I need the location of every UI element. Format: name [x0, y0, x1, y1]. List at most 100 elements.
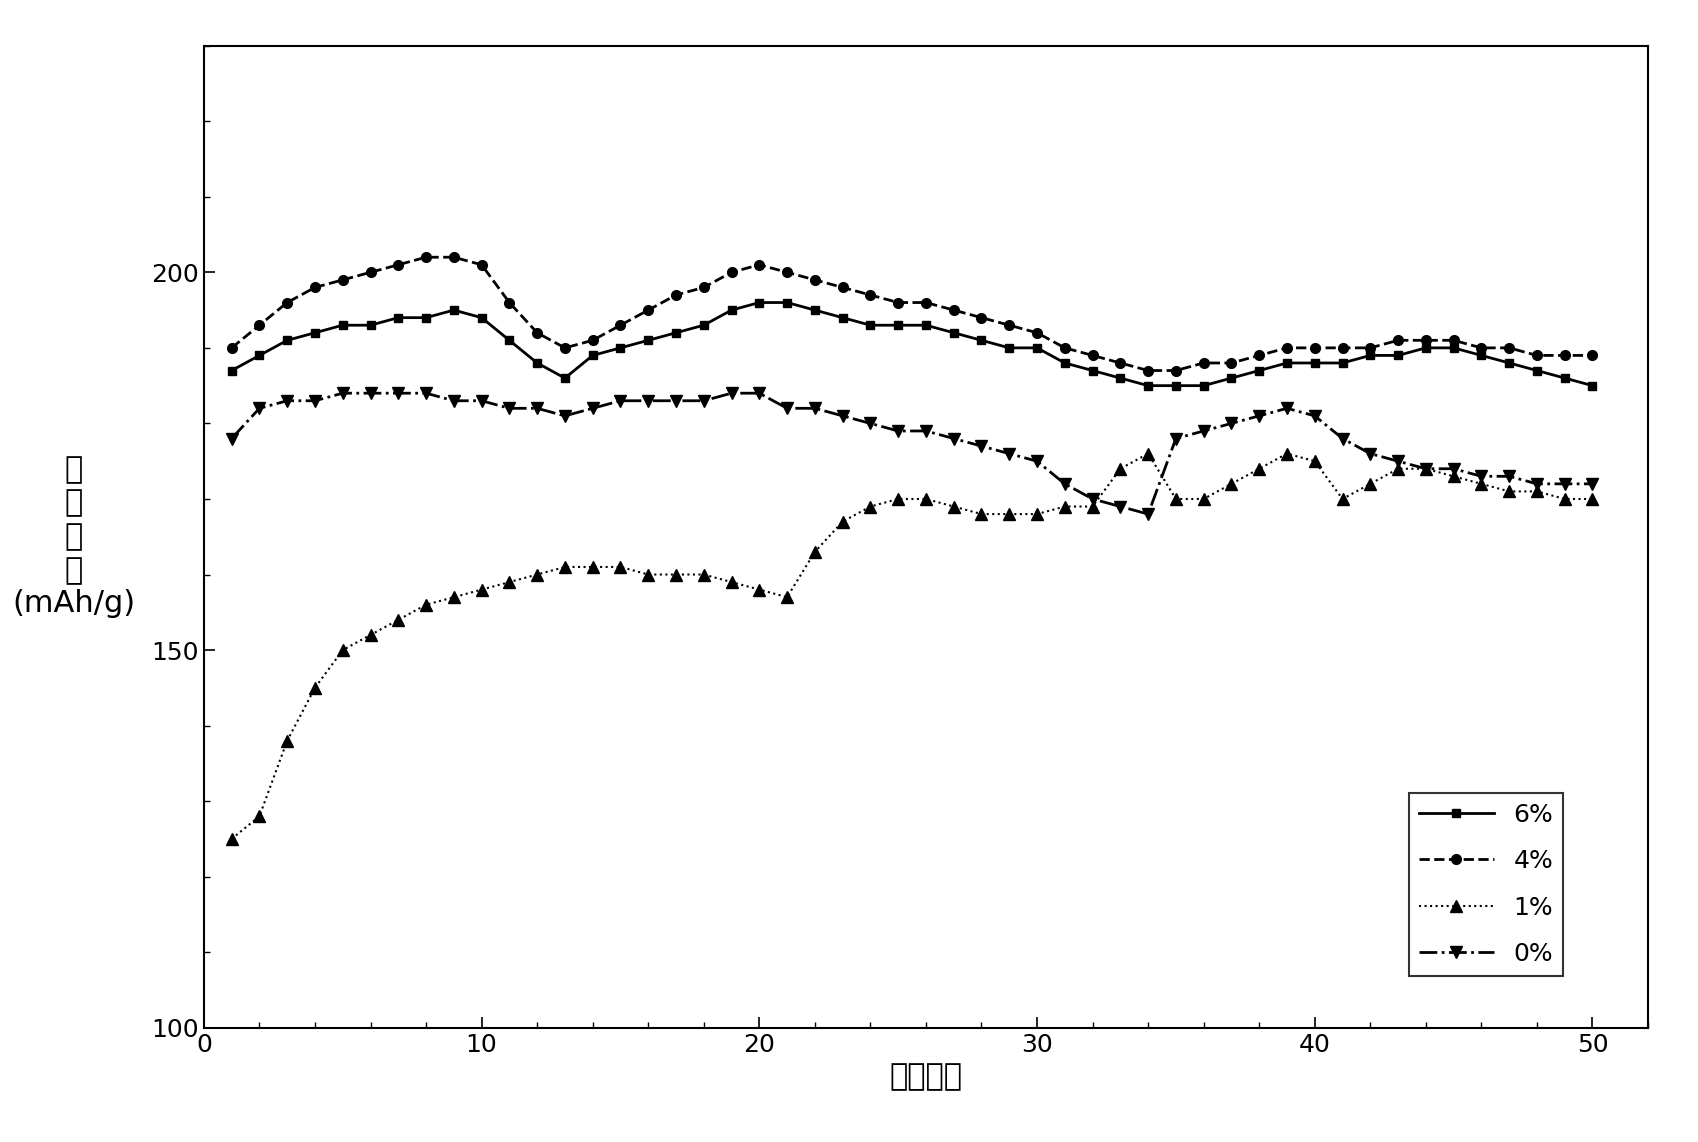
4% [1026, 325, 1046, 339]
1% [221, 833, 241, 846]
4% [832, 281, 852, 295]
1% [470, 582, 491, 596]
1% [749, 582, 769, 596]
4% [360, 265, 380, 279]
4% [1221, 356, 1241, 370]
0% [915, 424, 936, 437]
1% [304, 681, 324, 694]
1% [638, 568, 659, 581]
0% [971, 440, 992, 453]
0% [1360, 447, 1380, 460]
0% [1026, 455, 1046, 468]
6% [1192, 379, 1212, 393]
6% [360, 319, 380, 332]
Line: 1%: 1% [226, 448, 1598, 844]
0% [360, 386, 380, 400]
Line: 0%: 0% [226, 387, 1598, 520]
1% [1527, 484, 1547, 498]
0% [693, 394, 713, 408]
4% [1304, 341, 1324, 355]
6% [1026, 341, 1046, 355]
4% [1414, 333, 1435, 347]
4% [749, 258, 769, 272]
0% [722, 386, 742, 400]
4% [1331, 341, 1352, 355]
6% [333, 319, 353, 332]
6% [1498, 356, 1518, 370]
1% [1470, 477, 1491, 491]
0% [832, 409, 852, 423]
1% [1277, 447, 1297, 460]
Line: 6%: 6% [228, 298, 1596, 389]
0% [443, 394, 464, 408]
0% [554, 409, 574, 423]
6% [1443, 341, 1464, 355]
6% [1304, 356, 1324, 370]
6% [304, 325, 324, 339]
4% [1498, 341, 1518, 355]
6% [582, 348, 603, 362]
6% [1082, 363, 1102, 377]
1% [1554, 492, 1574, 506]
6% [1470, 348, 1491, 362]
0% [526, 402, 547, 416]
6% [387, 311, 408, 324]
4% [1360, 341, 1380, 355]
6% [470, 311, 491, 324]
4% [499, 296, 520, 309]
4% [666, 288, 686, 301]
4% [1277, 341, 1297, 355]
1% [1054, 500, 1075, 514]
1% [582, 560, 603, 573]
1% [666, 568, 686, 581]
0% [1165, 432, 1185, 445]
1% [1082, 500, 1102, 514]
6% [998, 341, 1019, 355]
4% [1554, 348, 1574, 362]
4% [1443, 333, 1464, 347]
0% [859, 417, 880, 431]
Text: 放
电
容
量
(mAh/g): 放 电 容 量 (mAh/g) [12, 455, 136, 619]
6% [277, 333, 297, 347]
1% [971, 507, 992, 521]
6% [1360, 348, 1380, 362]
1% [416, 598, 436, 612]
0% [1054, 477, 1075, 491]
1% [1248, 461, 1268, 475]
6% [971, 333, 992, 347]
6% [221, 363, 241, 377]
1% [1443, 469, 1464, 483]
0% [277, 394, 297, 408]
6% [915, 319, 936, 332]
0% [942, 432, 963, 445]
6% [888, 319, 908, 332]
1% [333, 643, 353, 657]
4% [915, 296, 936, 309]
6% [1221, 371, 1241, 385]
0% [221, 432, 241, 445]
1% [526, 568, 547, 581]
6% [526, 356, 547, 370]
0% [1082, 492, 1102, 506]
6% [638, 333, 659, 347]
6% [1138, 379, 1158, 393]
4% [638, 304, 659, 317]
1% [693, 568, 713, 581]
4% [776, 265, 796, 279]
6% [805, 304, 825, 317]
1% [1387, 461, 1408, 475]
1% [1414, 461, 1435, 475]
1% [1304, 455, 1324, 468]
1% [277, 734, 297, 748]
4% [1054, 341, 1075, 355]
0% [1581, 477, 1601, 491]
0% [1414, 461, 1435, 475]
1% [888, 492, 908, 506]
6% [1387, 348, 1408, 362]
0% [749, 386, 769, 400]
6% [554, 371, 574, 385]
6% [1165, 379, 1185, 393]
0% [1443, 461, 1464, 475]
0% [1498, 469, 1518, 483]
1% [1331, 492, 1352, 506]
